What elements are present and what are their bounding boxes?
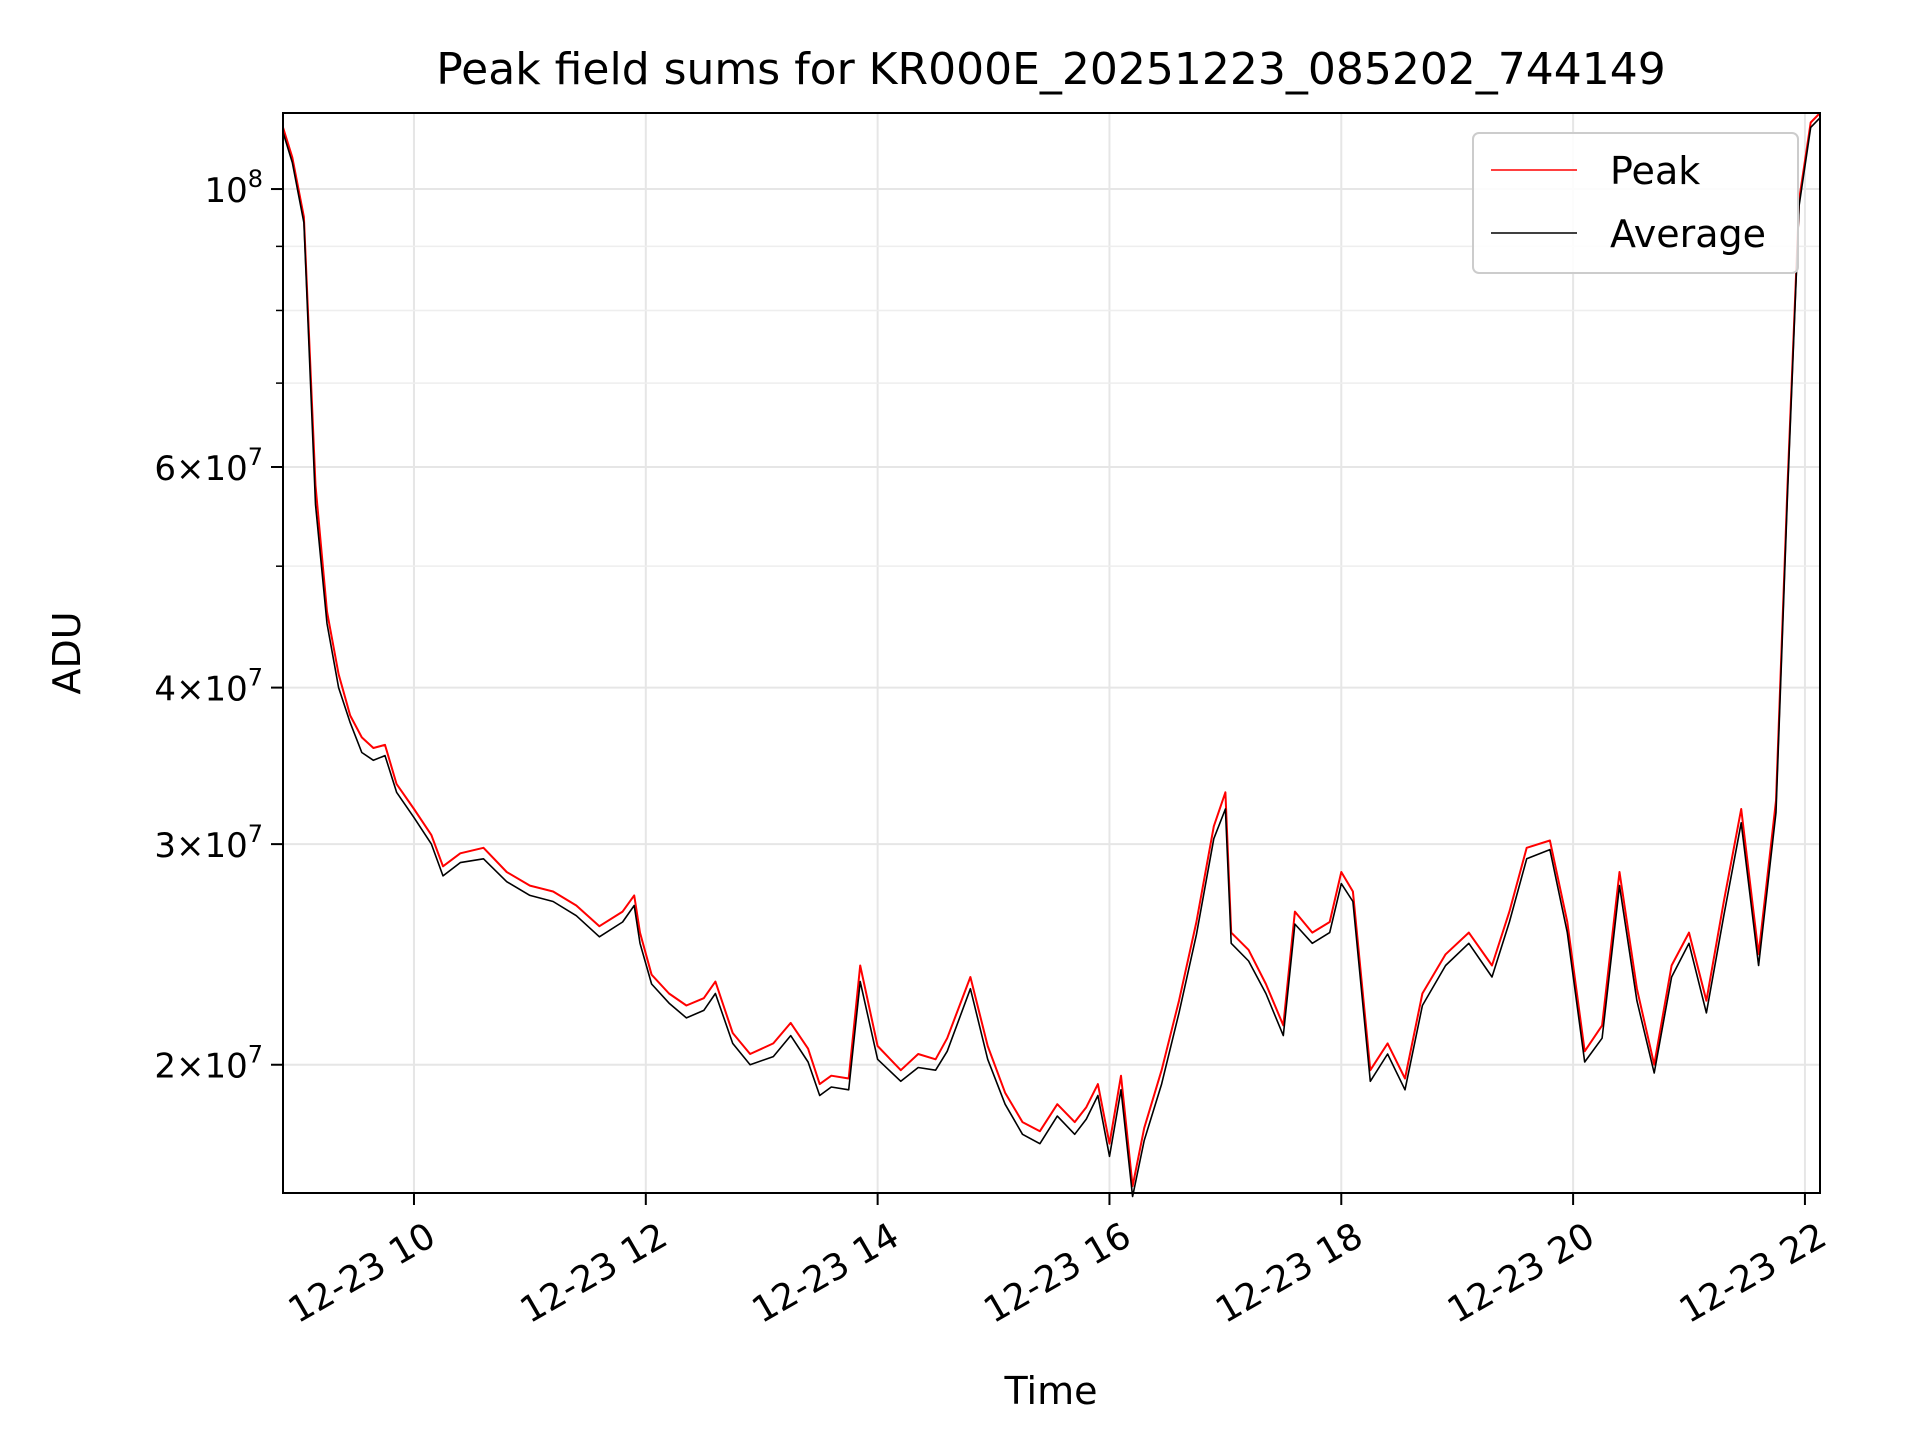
series-layer [282, 112, 1821, 1198]
y-tick-times: ×10 [176, 826, 248, 866]
y-tick-label: 3×107 [154, 820, 263, 866]
y-tick-times: ×10 [176, 670, 248, 710]
y-tick-times: ×10 [176, 449, 248, 489]
y-tick-label: 4×107 [154, 664, 263, 710]
legend-label-peak: Peak [1610, 149, 1700, 193]
y-tick-exponent: 8 [248, 165, 263, 193]
plot-frame [282, 112, 1821, 1194]
y-tick-base: 10 [204, 171, 247, 211]
series-line-peak [282, 112, 1821, 1188]
series-line-average [282, 117, 1821, 1198]
y-tick-label: 2×107 [154, 1041, 263, 1087]
y-axis-label: ADU [45, 611, 89, 694]
y-tick-mantissa: 3 [154, 826, 176, 866]
y-tick-exponent: 7 [248, 820, 263, 848]
legend-label-average: Average [1610, 212, 1766, 256]
legend: Peak Average [1472, 132, 1799, 274]
y-tick-label: 6×107 [154, 443, 263, 489]
y-tick-exponent: 7 [248, 443, 263, 471]
y-tick-label: 108 [204, 165, 263, 211]
y-tick-times: ×10 [176, 1047, 248, 1087]
y-tick-exponent: 7 [248, 1041, 263, 1069]
y-tick-mantissa: 6 [154, 449, 176, 489]
legend-box [1472, 132, 1799, 274]
y-tick-exponent: 7 [248, 664, 263, 692]
y-tick-mantissa: 4 [154, 670, 176, 710]
chart-title: Peak field sums for KR000E_20251223_0852… [436, 44, 1666, 95]
grid [283, 113, 1820, 1193]
y-tick-mantissa: 2 [154, 1047, 176, 1087]
x-axis-label: Time [1004, 1369, 1098, 1413]
